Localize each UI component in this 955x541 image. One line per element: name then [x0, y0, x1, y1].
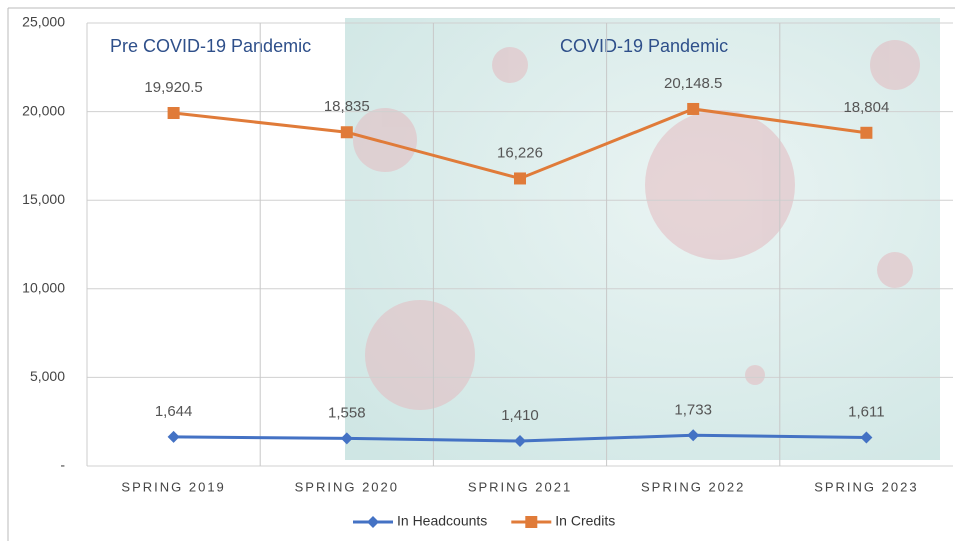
x-tick-label: SPRING 2022	[641, 479, 745, 494]
y-tick-label: 10,000	[22, 280, 65, 296]
y-tick-label: 15,000	[22, 191, 65, 207]
legend-label: In Credits	[555, 513, 615, 529]
x-tick-label: SPRING 2019	[121, 479, 225, 494]
chart: Pre COVID-19 Pandemic COVID-19 Pandemic …	[0, 0, 955, 541]
data-label: 1,410	[501, 407, 539, 424]
marker	[860, 127, 872, 139]
marker	[168, 107, 180, 119]
marker	[168, 431, 180, 443]
data-label: 1,558	[328, 404, 366, 421]
data-label: 1,611	[848, 403, 884, 420]
data-label: 19,920.5	[144, 79, 202, 96]
data-label: 16,226	[497, 144, 543, 161]
annotation: Pre COVID-19 Pandemic	[110, 36, 311, 56]
data-label: 20,148.5	[664, 75, 722, 92]
x-tick-label: SPRING 2021	[468, 479, 572, 494]
y-tick-label: -	[60, 457, 65, 473]
marker	[367, 516, 379, 528]
data-label: 18,835	[324, 98, 370, 115]
legend-label: In Headcounts	[397, 513, 487, 529]
marker	[687, 103, 699, 115]
annotation: COVID-19 Pandemic	[560, 36, 728, 56]
data-label: 18,804	[843, 99, 889, 116]
marker	[525, 516, 537, 528]
data-label: 1,644	[155, 403, 193, 420]
x-tick-label: SPRING 2020	[295, 479, 399, 494]
y-tick-label: 5,000	[30, 368, 65, 384]
data-label: 1,733	[674, 401, 712, 418]
y-tick-label: 20,000	[22, 102, 65, 118]
y-tick-label: 25,000	[22, 14, 65, 30]
marker	[514, 172, 526, 184]
x-tick-label: SPRING 2023	[814, 479, 918, 494]
marker	[341, 126, 353, 138]
